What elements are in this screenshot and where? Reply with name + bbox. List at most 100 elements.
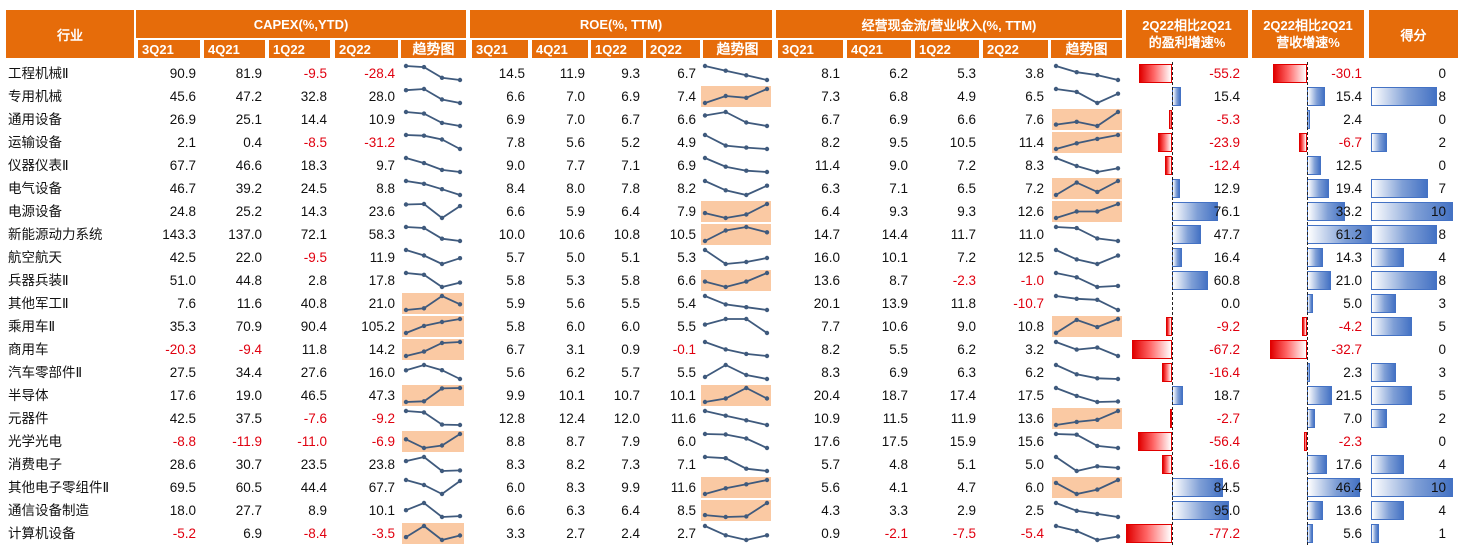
- row-12-roe-1q22: 0.9: [621, 342, 640, 357]
- row-9-cash-4q21: 8.7: [889, 273, 908, 288]
- row-9-capex-4q21: 44.8: [235, 273, 262, 288]
- row-14-cash-trend-point-3: [1115, 399, 1121, 404]
- row-9-roe-trend-point-1: [723, 284, 728, 290]
- row-11-roe-trend-point-0: [702, 322, 708, 327]
- row-12-cash-trend-point-3: [1115, 353, 1121, 359]
- row-9-score-value: 8: [1438, 273, 1446, 288]
- row-6-capex-trend-point-3: [457, 203, 463, 209]
- row-1-capex-2q22: 28.0: [368, 89, 395, 104]
- row-15-cash-trend-point-0: [1053, 422, 1059, 428]
- row-13-capex-trend-line: [405, 364, 461, 380]
- row-2-cash-trend-highlight: [1052, 109, 1122, 130]
- row-19-capex-trend-point-2: [439, 514, 445, 520]
- row-1-roe-4q21: 7.0: [566, 89, 585, 104]
- row-8-roe-trend-point-1: [723, 261, 728, 267]
- row-12-capex-3q21: -20.3: [165, 342, 196, 357]
- row-8-capex-trend-point-3: [457, 256, 463, 261]
- row-12-roe-4q21: 3.1: [566, 342, 585, 357]
- row-8-roe-4q21: 5.0: [566, 250, 585, 265]
- row-7-score-bar: [1371, 225, 1437, 244]
- row-8-cash-2q22: 12.5: [1017, 250, 1044, 265]
- row-9-cash-trend-point-0: [1053, 270, 1059, 276]
- row-16-roe-2q22: 6.0: [677, 434, 696, 449]
- row-11-capex-4q21: 70.9: [235, 319, 262, 334]
- row-5-capex-2q22: 8.8: [376, 181, 395, 196]
- row-3-cash-2q22: 11.4: [1018, 135, 1044, 150]
- row-12-profit-growth-value: -67.2: [1209, 342, 1240, 357]
- row-6-roe-3q21: 6.6: [506, 204, 525, 219]
- row-0-cash-trend-point-0: [1053, 63, 1059, 69]
- row-10-roe-2q22: 5.4: [677, 296, 696, 311]
- row-1-cash-2q22: 6.5: [1025, 89, 1044, 104]
- row-10-roe-4q21: 5.6: [566, 296, 585, 311]
- row-19-score-bar: [1371, 501, 1404, 520]
- row-20-cash-trend-point-2: [1095, 537, 1100, 543]
- row-0-cash-trend-point-3: [1115, 77, 1121, 83]
- row-15-capex-trend-point-0: [403, 408, 409, 414]
- row-15-cash-1q22: 11.9: [950, 411, 976, 426]
- row-19-roe-trend-point-0: [702, 512, 708, 518]
- row-13-capex-4q21: 34.4: [235, 365, 262, 380]
- row-14-capex-trend-point-0: [403, 399, 409, 405]
- row-4-cash-trend-point-1: [1074, 163, 1079, 169]
- row-16-capex-trend-point-2: [439, 443, 445, 448]
- row-18-roe-trend-point-0: [702, 491, 708, 497]
- row-18-capex-trend-point-1: [421, 482, 427, 488]
- row-8-roe-1q22: 5.1: [621, 250, 640, 265]
- row-5-score-bar: [1371, 179, 1429, 198]
- header-capex-trend: 趋势图: [401, 40, 466, 58]
- row-12-roe-trend-point-1: [723, 347, 728, 352]
- row-4-profit-growth-value: -12.4: [1209, 158, 1240, 173]
- row-5-cash-2q22: 7.2: [1025, 181, 1044, 196]
- row-18-roe-trend-line: [704, 479, 768, 495]
- row-15-roe-trend-point-1: [723, 413, 728, 418]
- row-17-cash-2q22: 5.0: [1025, 457, 1044, 472]
- row-9-revenue-growth-value: 21.0: [1335, 273, 1362, 288]
- row-17-cash-trend-point-0: [1053, 454, 1059, 460]
- row-13-cash-3q21: 8.3: [821, 365, 840, 380]
- row-15-industry: 元器件: [8, 411, 49, 426]
- row-11-cash-trend-highlight: [1052, 316, 1122, 337]
- row-12-capex-trend-point-3: [457, 339, 463, 345]
- row-6-profit-growth-value: 76.1: [1213, 204, 1240, 219]
- row-6-roe-1q22: 6.4: [621, 204, 640, 219]
- row-3-cash-trend-point-3: [1115, 132, 1121, 138]
- row-18-profit-growth-value: 84.5: [1213, 480, 1240, 495]
- row-1-capex-trend-line: [405, 88, 461, 104]
- row-20-profit-growth-bar: [1125, 524, 1172, 543]
- row-1-roe-trend-point-2: [744, 95, 749, 101]
- row-20-cash-3q21: 0.9: [821, 526, 840, 541]
- row-9-roe-1q22: 5.8: [621, 273, 640, 288]
- row-12-roe-trend-point-2: [744, 351, 749, 357]
- row-10-cash-3q21: 20.1: [813, 296, 840, 311]
- row-10-roe-trend-line: [704, 295, 768, 311]
- row-7-cash-3q21: 14.7: [813, 227, 840, 242]
- row-9-capex-trend-point-0: [403, 270, 409, 276]
- row-19-cash-trend-point-2: [1095, 511, 1100, 517]
- row-16-cash-2q22: 15.6: [1017, 434, 1044, 449]
- row-18-roe-trend-highlight: [701, 477, 771, 498]
- header-capex: CAPEX(%,YTD): [136, 10, 466, 38]
- row-16-profit-growth-bar: [1138, 432, 1172, 451]
- row-6-roe-trend-point-0: [702, 210, 708, 216]
- row-9-score-bar: [1371, 271, 1437, 290]
- row-1-score-bar: [1371, 87, 1437, 106]
- row-3-capex-trend-point-3: [457, 146, 463, 152]
- row-19-roe-1q22: 6.4: [621, 503, 640, 518]
- row-11-roe-4q21: 6.0: [566, 319, 585, 334]
- row-0-capex-trend-point-1: [421, 64, 427, 70]
- row-14-cash-1q22: 17.4: [949, 388, 976, 403]
- row-1-roe-trend-point-1: [723, 93, 728, 99]
- row-2-score-value: 0: [1438, 112, 1446, 127]
- row-3-profit-growth-bar: [1157, 133, 1172, 152]
- row-8-capex-trend-point-0: [403, 247, 409, 253]
- row-19-cash-2q22: 2.5: [1025, 503, 1044, 518]
- header-revenue-growth: 2Q22相比2Q21 营收增速%: [1252, 10, 1364, 58]
- row-14-roe-1q22: 10.7: [613, 388, 640, 403]
- row-12-revenue-growth-value: -32.7: [1331, 342, 1362, 357]
- header-profit-growth-line2: 的盈利增速%: [1148, 35, 1226, 50]
- row-7-cash-trend-point-0: [1053, 224, 1059, 230]
- row-16-revenue-growth-value: -2.3: [1338, 434, 1362, 449]
- row-20-revenue-growth-value: 5.6: [1343, 526, 1362, 541]
